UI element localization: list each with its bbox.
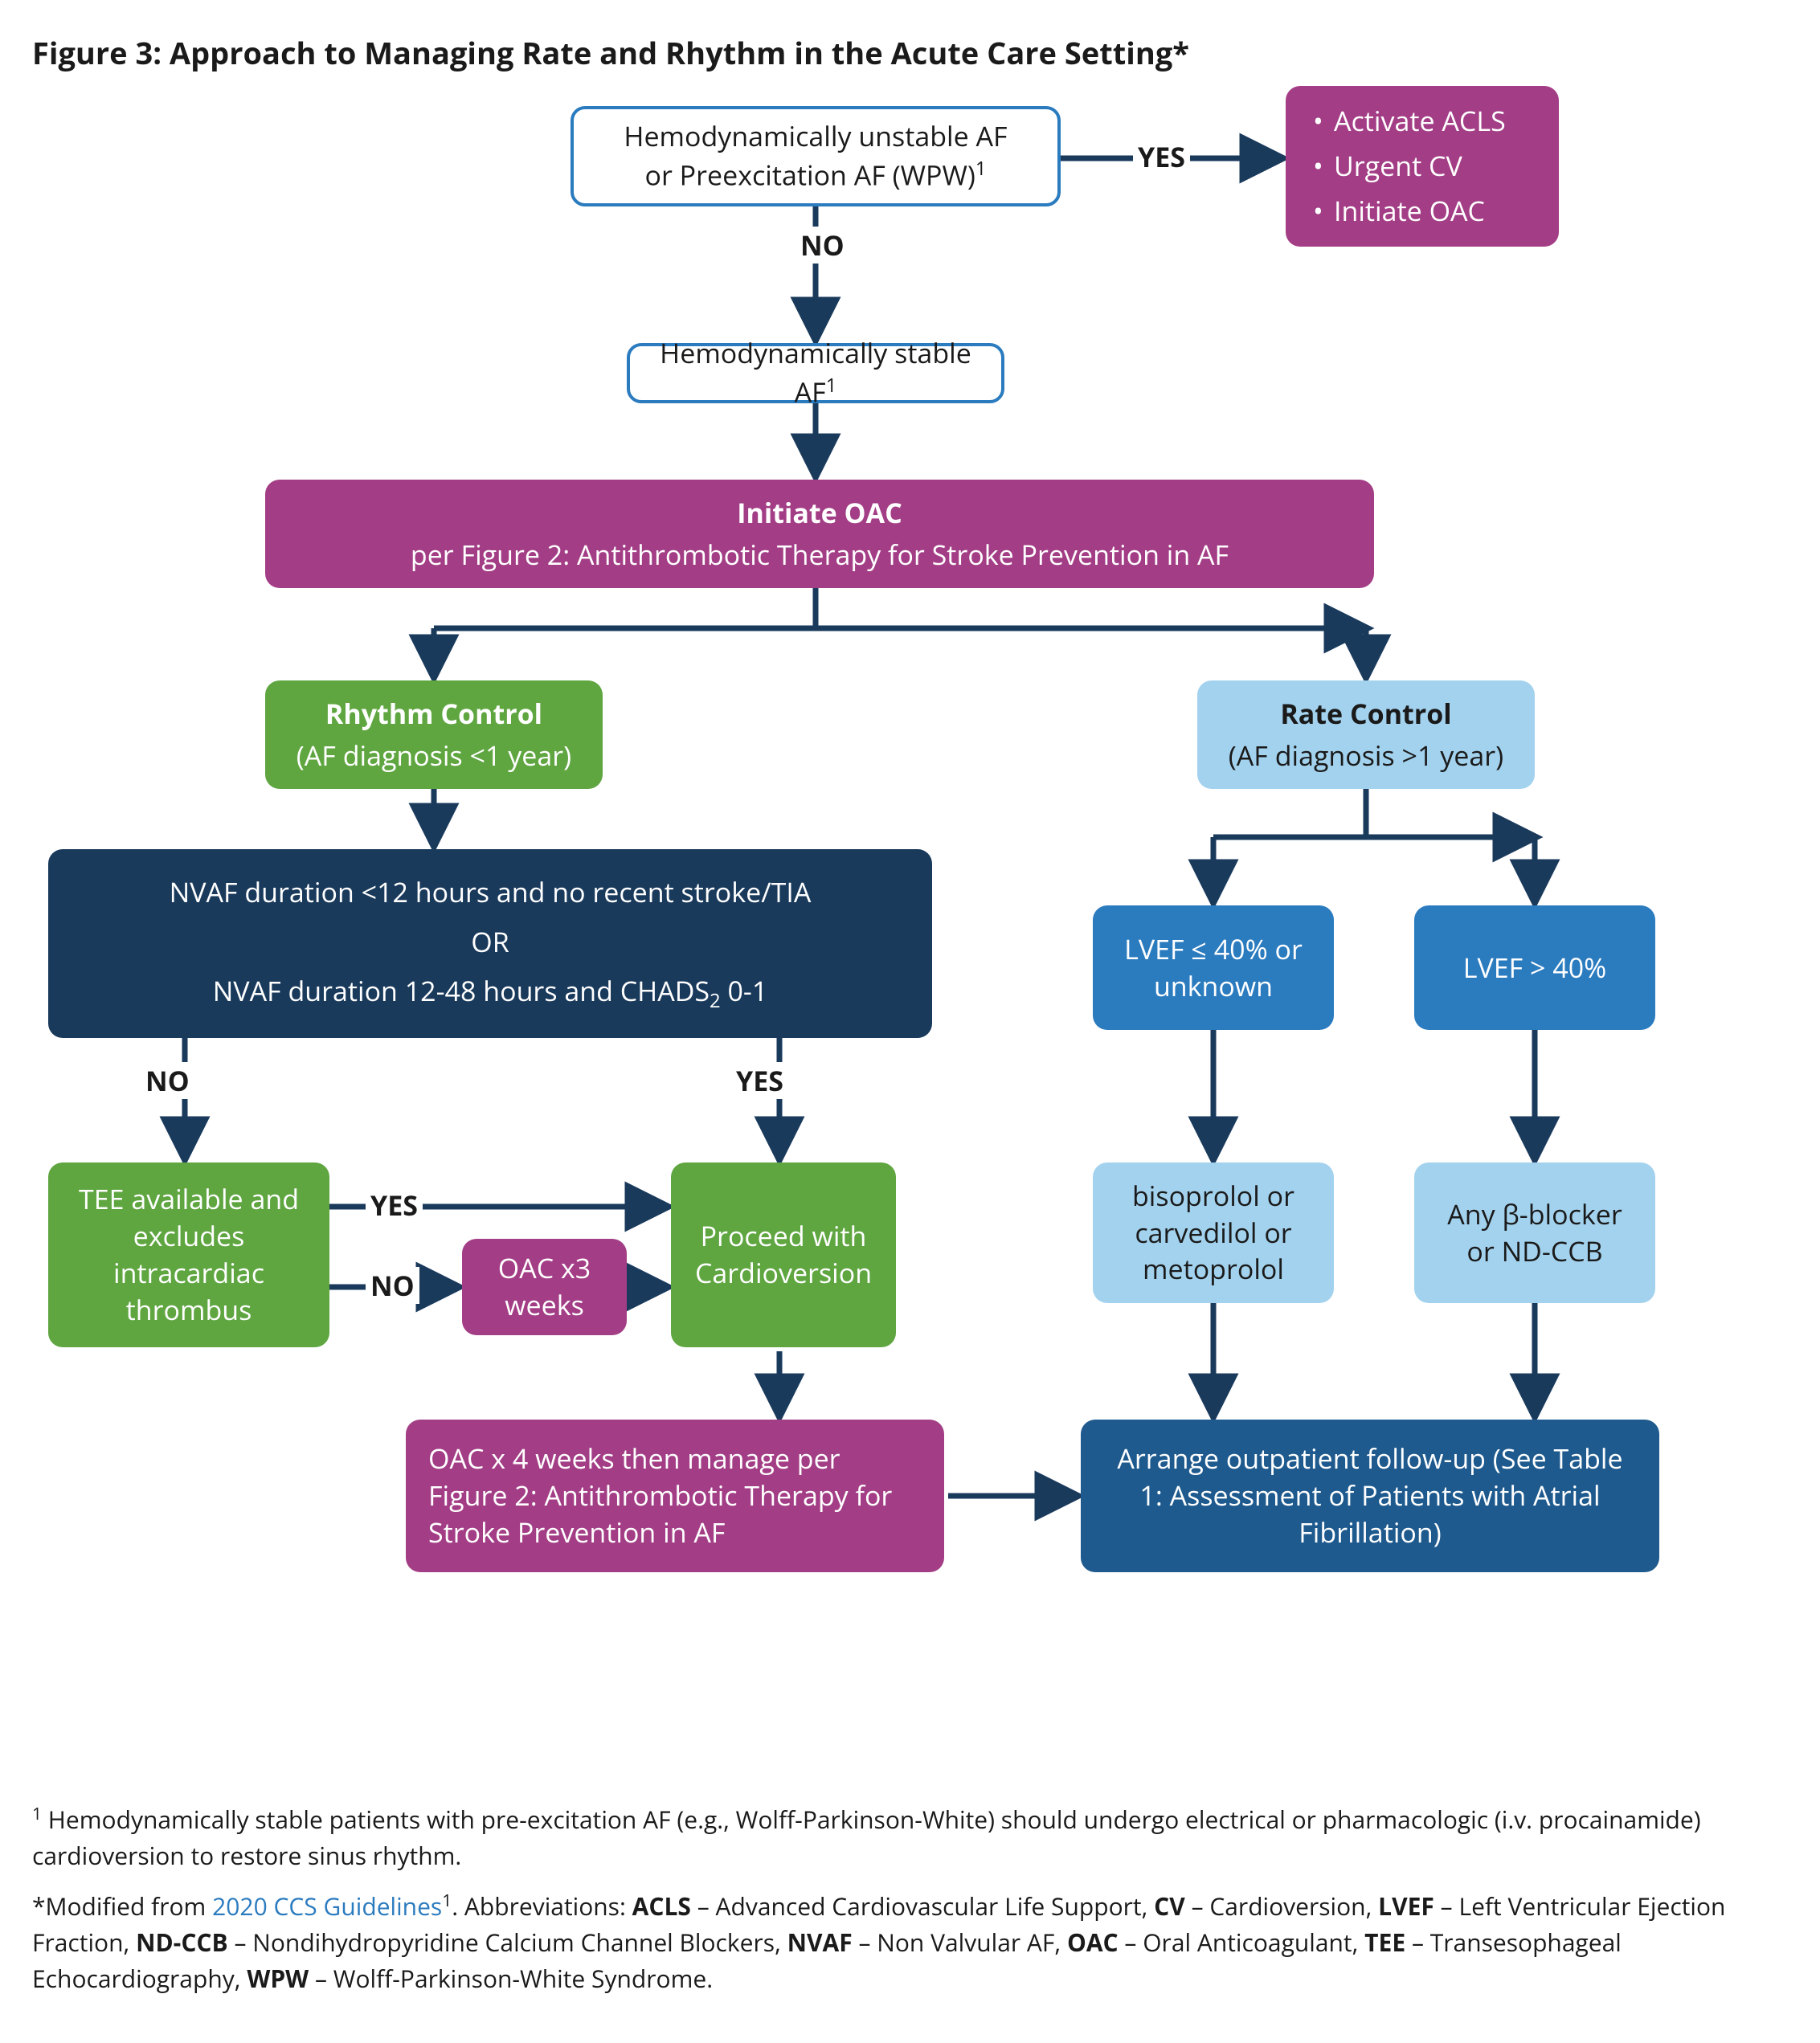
node-bisoprolol: bisoprolol or carvedilol or metoprolol — [1093, 1162, 1334, 1303]
node-text: LVEF > 40% — [1463, 950, 1607, 987]
node-line1: Initiate OAC — [737, 495, 902, 532]
node-line1: Rate Control — [1280, 696, 1451, 733]
node-lvef-high: LVEF > 40% — [1414, 905, 1655, 1030]
node-text: Any β-blocker or ND-CCB — [1437, 1196, 1633, 1270]
footnote-2: *Modified from 2020 CCS Guidelines1. Abb… — [32, 1888, 1788, 1996]
node-stable-af: Hemodynamically stable AF1 — [627, 343, 1004, 403]
node-nvaf-criteria: NVAF duration <12 hours and no recent st… — [48, 849, 932, 1038]
acls-bullets: Activate ACLS Urgent CV Initiate OAC — [1308, 95, 1536, 238]
flowchart-canvas: Hemodynamically unstable AF or Preexcita… — [32, 98, 1788, 1785]
node-text: Hemodynamically unstable AF or Preexcita… — [624, 118, 1007, 194]
node-oac-4weeks: OAC x 4 weeks then manage per Figure 2: … — [406, 1420, 944, 1572]
label-no: NO — [795, 227, 849, 264]
bullet-item: Urgent CV — [1308, 148, 1536, 185]
node-text: OAC x3 weeks — [485, 1250, 604, 1324]
bullet-item: Activate ACLS — [1308, 103, 1536, 140]
node-text: Arrange outpatient follow-up (See Table … — [1103, 1440, 1637, 1551]
label-yes: YES — [366, 1187, 423, 1224]
node-unstable-af: Hemodynamically unstable AF or Preexcita… — [571, 106, 1061, 206]
node-line2: (AF diagnosis >1 year) — [1229, 738, 1503, 774]
footnotes: 1 Hemodynamically stable patients with p… — [32, 1801, 1788, 1996]
node-rhythm-control: Rhythm Control (AF diagnosis <1 year) — [265, 680, 603, 789]
node-beta-blocker: Any β-blocker or ND-CCB — [1414, 1162, 1655, 1303]
footnote-1: 1 Hemodynamically stable patients with p… — [32, 1801, 1788, 1873]
node-line2: (AF diagnosis <1 year) — [297, 738, 571, 774]
node-acls: Activate ACLS Urgent CV Initiate OAC — [1286, 86, 1559, 247]
node-cardioversion: Proceed with Cardioversion — [671, 1162, 896, 1347]
label-yes: YES — [731, 1062, 788, 1099]
node-text: TEE available and excludes intracardiac … — [71, 1181, 307, 1329]
ccs-link[interactable]: 2020 CCS Guidelines — [212, 1890, 442, 1922]
node-line2: NVAF duration 12-48 hours and CHADS2 0-1 — [213, 973, 768, 1013]
node-text: Proceed with Cardioversion — [693, 1218, 873, 1292]
label-no: NO — [141, 1062, 194, 1099]
node-line2: per Figure 2: Antithrombotic Therapy for… — [411, 537, 1229, 574]
node-line1: NVAF duration <12 hours and no recent st… — [170, 874, 812, 911]
node-text: LVEF ≤ 40% or unknown — [1115, 931, 1311, 1005]
label-no: NO — [366, 1267, 419, 1304]
node-text: OAC x 4 weeks then manage per Figure 2: … — [428, 1440, 922, 1551]
node-initiate-oac: Initiate OAC per Figure 2: Antithromboti… — [265, 480, 1374, 588]
node-lvef-low: LVEF ≤ 40% or unknown — [1093, 905, 1334, 1030]
label-yes: YES — [1133, 138, 1190, 175]
node-rate-control: Rate Control (AF diagnosis >1 year) — [1197, 680, 1535, 789]
node-text: Hemodynamically stable AF1 — [652, 335, 979, 411]
node-tee: TEE available and excludes intracardiac … — [48, 1162, 329, 1347]
figure-title: Figure 3: Approach to Managing Rate and … — [32, 32, 1788, 74]
bullet-item: Initiate OAC — [1308, 193, 1536, 230]
node-text: bisoprolol or carvedilol or metoprolol — [1115, 1178, 1311, 1289]
node-or: OR — [471, 924, 509, 961]
node-followup: Arrange outpatient follow-up (See Table … — [1081, 1420, 1659, 1572]
node-oac-3weeks: OAC x3 weeks — [462, 1239, 627, 1335]
node-line1: Rhythm Control — [325, 696, 542, 733]
